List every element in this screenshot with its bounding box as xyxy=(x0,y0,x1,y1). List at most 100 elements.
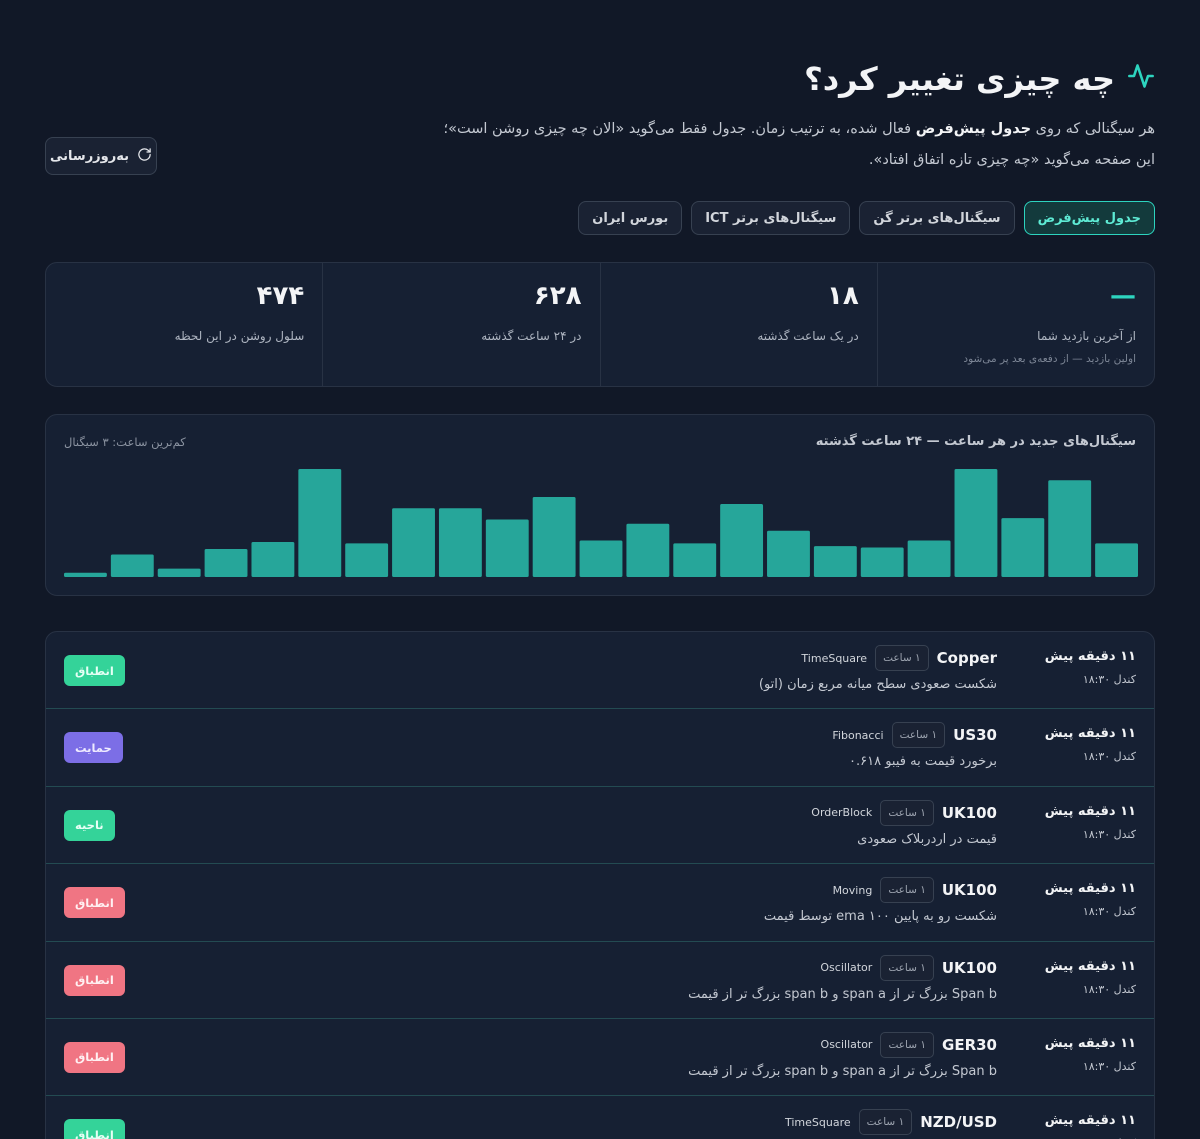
signal-source: Oscillator xyxy=(820,1038,873,1052)
signal-time: ۱۱ دقیقه پیش xyxy=(1044,881,1136,897)
signal-time: ۱۱ دقیقه پیش xyxy=(1044,1035,1136,1051)
signal-description: قیمت در اردربلاک صعودی xyxy=(857,831,997,847)
stat-value: ۱۸ xyxy=(827,281,859,311)
signal-symbol: UK100 xyxy=(941,958,997,977)
signal-timeframe: ۱ ساعت xyxy=(880,799,934,826)
tab-gann-signals[interactable]: سیگنال‌های برتر گن xyxy=(859,201,1015,235)
stat-since-last-visit: — از آخرین بازدید شما اولین بازدید — از … xyxy=(876,263,1154,386)
chart-bar xyxy=(298,469,342,577)
signal-candle: کندل ۱۸:۳۰ xyxy=(1082,750,1136,764)
signal-header: UK100 ۱ ساعت OrderBlock xyxy=(811,799,997,826)
signal-header: UK100 ۱ ساعت Moving xyxy=(832,877,997,904)
signal-source: Moving xyxy=(832,883,873,897)
chart-title: سیگنال‌های جدید در هر ساعت — ۲۴ ساعت گذش… xyxy=(815,434,1136,449)
signal-badge: انطباق xyxy=(64,1119,125,1139)
chart-bar xyxy=(1048,480,1092,577)
signal-candle: کندل ۱۸:۳۰ xyxy=(1082,673,1136,686)
signal-candle: کندل ۱۸:۳۰ xyxy=(1083,1137,1136,1139)
tab-ict-signals[interactable]: سیگنال‌های برتر ICT xyxy=(691,201,851,235)
signal-row[interactable]: ۱۱ دقیقه پیش کندل ۱۸:۳۰ GER30 ۱ ساعت Oscilla… xyxy=(46,1019,1154,1097)
hourly-chart-card: سیگنال‌های جدید در هر ساعت — ۲۴ ساعت گذش… xyxy=(45,414,1155,596)
chart-bar xyxy=(64,572,107,577)
signal-timeframe: ۱ ساعت xyxy=(891,722,946,749)
description-part-1: هر سیگنالی که روی xyxy=(1031,121,1155,137)
chart-bar xyxy=(110,554,154,577)
signal-badge: انطباق xyxy=(64,1041,125,1073)
signal-header: UK100 ۱ ساعت Oscillator xyxy=(820,954,997,981)
chart-bar xyxy=(673,543,717,577)
chart-bar xyxy=(251,541,295,577)
tab-iran-bourse[interactable]: بورس ایران xyxy=(578,201,683,235)
chart-bar xyxy=(860,547,904,577)
signal-symbol: GER30 xyxy=(942,1035,997,1054)
signal-time: ۱۱ دقیقه پیش xyxy=(1044,803,1136,819)
signal-badge: حمایت xyxy=(64,732,123,764)
page-description: هر سیگنالی که روی جدول پیش‌فرض فعال شده،… xyxy=(425,114,1155,176)
description-part-2: فعال شده، به ترتیب زمان. جدول فقط می‌گوی… xyxy=(443,121,1155,168)
signal-row[interactable]: ۱۱ دقیقه پیش کندل ۱۸:۳۰ Copper ۱ ساعت TimeSq… xyxy=(46,632,1154,710)
stat-label: از آخرین بازدید شما xyxy=(1037,329,1136,343)
signal-row[interactable]: ۱۱ دقیقه پیش کندل ۱۸:۳۰ UK100 ۱ ساعت Oscilla… xyxy=(46,942,1154,1019)
signal-header: NZD/USD ۱ ساعت TimeSquare xyxy=(784,1109,997,1136)
signal-badge: انطباق xyxy=(64,655,125,686)
tab-bar: جدول پیش‌فرض سیگنال‌های برتر گن سیگنال‌ه… xyxy=(578,201,1155,235)
signal-description: Span b بزرگ تر از span a و span b بزرگ ت… xyxy=(688,1063,997,1079)
stat-value: ۴۷۴ xyxy=(256,281,305,311)
chart-bar xyxy=(345,543,389,577)
chart-bar xyxy=(485,519,529,577)
signal-timeframe: ۱ ساعت xyxy=(875,645,929,671)
signal-candle: کندل ۱۸:۳۰ xyxy=(1082,1059,1136,1073)
page-title-text: چه چیزی تغییر کرد؟ xyxy=(804,60,1115,98)
signal-source: TimeSquare xyxy=(784,1115,851,1129)
chart-bar xyxy=(954,469,998,577)
refresh-button[interactable]: به‌روزرسانی xyxy=(45,137,157,175)
signal-symbol: UK100 xyxy=(941,881,997,900)
tab-default-table[interactable]: جدول پیش‌فرض xyxy=(1023,201,1155,235)
chart-bar xyxy=(626,523,670,577)
signal-time: ۱۱ دقیقه پیش xyxy=(1044,958,1136,974)
chart-bar xyxy=(579,540,623,577)
chart-bar xyxy=(1001,518,1045,577)
stat-value: ۶۲۸ xyxy=(533,281,582,311)
hourly-bar-chart xyxy=(64,469,1138,577)
description-bold: جدول پیش‌فرض xyxy=(915,121,1032,137)
signal-timeframe: ۱ ساعت xyxy=(880,877,934,904)
stats-panel: — از آخرین بازدید شما اولین بازدید — از … xyxy=(45,262,1155,387)
signal-row[interactable]: ۱۱ دقیقه پیش کندل ۱۸:۳۰ UK100 ۱ ساعت Moving ش… xyxy=(46,864,1154,942)
chart-bar xyxy=(1095,543,1138,577)
signal-timeframe: ۱ ساعت xyxy=(880,1031,935,1058)
signal-source: TimeSquare xyxy=(801,651,868,665)
signal-candle: کندل ۱۸:۳۰ xyxy=(1082,827,1136,841)
signal-description: Span b بزرگ تر از span a و span b بزرگ ت… xyxy=(688,986,997,1002)
signal-badge: انطباق xyxy=(64,887,125,919)
stat-label: در یک ساعت گذشته xyxy=(757,329,859,343)
signal-time: ۱۱ دقیقه پیش xyxy=(1044,1113,1136,1129)
stat-label: سلول روشن در این لحظه xyxy=(174,329,305,343)
signal-description: برخورد قیمت به فیبو ۰.۶۱۸ xyxy=(849,754,997,770)
signal-time: ۱۱ دقیقه پیش xyxy=(1044,726,1136,742)
chart-bar xyxy=(532,497,576,577)
signal-symbol: Copper xyxy=(936,649,997,667)
signal-description: شکست صعودی سطح میانه مربع زمان (اتو) xyxy=(758,677,997,692)
signal-time: ۱۱ دقیقه پیش xyxy=(1044,649,1136,664)
refresh-icon xyxy=(137,147,152,166)
signal-symbol: UK100 xyxy=(941,803,997,822)
stat-label: در ۲۴ ساعت گذشته xyxy=(481,329,582,343)
stat-last-24-hours: ۶۲۸ در ۲۴ ساعت گذشته xyxy=(322,263,599,386)
signal-timeframe: ۱ ساعت xyxy=(858,1109,913,1136)
signal-symbol: NZD/USD xyxy=(920,1113,997,1132)
stat-lit-cells: ۴۷۴ سلول روشن در این لحظه xyxy=(46,263,322,386)
signal-row[interactable]: ۱۱ دقیقه پیش کندل ۱۸:۳۰ NZD/USD ۱ ساعت TimeS… xyxy=(46,1096,1154,1139)
chart-bar xyxy=(157,568,201,577)
chart-bar xyxy=(813,546,857,577)
signal-symbol: US30 xyxy=(953,726,997,745)
signal-row[interactable]: ۱۱ دقیقه پیش کندل ۱۸:۳۰ US30 ۱ ساعت Fibonacc… xyxy=(46,709,1154,787)
chart-min-hour-note: کم‌ترین ساعت: ۳ سیگنال xyxy=(64,435,186,449)
signal-header: US30 ۱ ساعت Fibonacci xyxy=(832,722,997,749)
signal-row[interactable]: ۱۱ دقیقه پیش کندل ۱۸:۳۰ UK100 ۱ ساعت OrderBl… xyxy=(46,787,1154,865)
chart-bar xyxy=(204,548,248,577)
chart-bar xyxy=(767,530,810,577)
signal-badge: ناحیه xyxy=(64,809,115,841)
signal-candle: کندل ۱۸:۳۰ xyxy=(1082,905,1136,919)
